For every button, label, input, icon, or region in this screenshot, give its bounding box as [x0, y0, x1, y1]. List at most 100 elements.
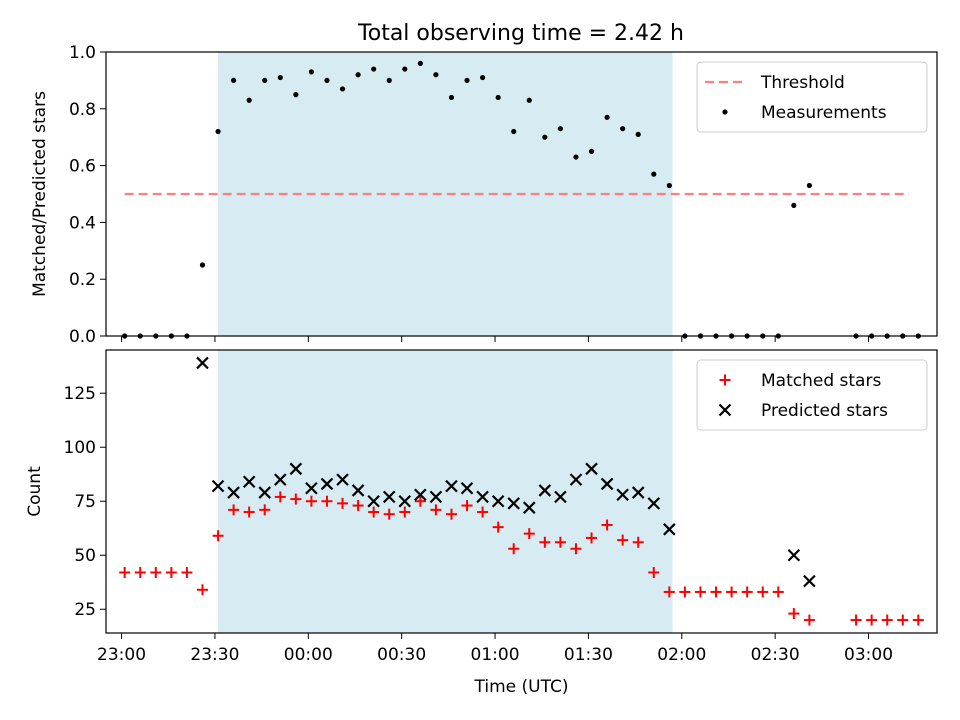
predicted-star-marker	[507, 497, 520, 510]
matched-star-marker	[694, 586, 706, 598]
matched-star-marker	[165, 567, 177, 579]
measurement-point	[526, 97, 532, 103]
matched-star-marker	[601, 519, 613, 531]
measurement-point	[339, 86, 346, 92]
marker-stroke	[305, 481, 318, 495]
matched-star-marker	[368, 506, 380, 518]
figure-title: Total observing time = 2.42 h	[357, 21, 684, 46]
matched-star-marker	[305, 495, 317, 507]
marker-stroke	[258, 486, 272, 499]
y-tick-label: 0.6	[69, 157, 96, 177]
matched-star-marker	[399, 506, 411, 518]
matched-star-marker	[337, 497, 349, 509]
matched-star-marker	[212, 530, 224, 542]
marker-stroke	[211, 479, 225, 493]
measurement-point	[308, 69, 315, 75]
marker-stroke	[445, 479, 458, 493]
predicted-star-marker	[414, 488, 427, 502]
axes-frame	[105, 51, 938, 337]
measurement-point	[511, 128, 517, 135]
legend-label: Matched stars	[761, 371, 881, 391]
matched-star-marker	[741, 586, 753, 598]
measurement-point	[246, 97, 252, 103]
measurement-point	[760, 333, 766, 339]
marker-stroke	[491, 494, 505, 508]
measurement-point	[153, 333, 159, 339]
measurement-point	[262, 77, 268, 83]
marker-stroke	[616, 488, 629, 502]
matched-star-marker	[897, 614, 909, 626]
measurement-point	[184, 333, 190, 339]
matched-star-marker	[445, 508, 457, 520]
measurement-point	[869, 333, 875, 339]
matched-star-marker	[617, 534, 629, 546]
matched-star-marker	[539, 536, 551, 548]
matched-star-marker	[119, 567, 131, 579]
measurement-point	[324, 77, 330, 83]
marker-stroke	[647, 497, 661, 510]
matched-star-marker	[259, 504, 271, 516]
marker-stroke	[227, 486, 240, 499]
measurement-point	[231, 77, 237, 83]
y-axis-label: Count	[25, 466, 45, 517]
matched-star-marker	[461, 500, 473, 512]
predicted-star-marker	[538, 484, 552, 497]
matched-star-marker	[912, 614, 924, 626]
measurement-point	[293, 92, 299, 98]
predicted-star-marker	[476, 490, 489, 504]
measurement-point	[884, 333, 890, 339]
matched-star-marker	[679, 586, 691, 598]
predicted-star-marker	[616, 488, 629, 502]
measurement-point	[620, 126, 626, 132]
marker-stroke	[242, 475, 256, 489]
legend: Threshold Measurements	[696, 61, 928, 133]
measurement-point	[915, 333, 921, 339]
predicted-star-marker	[803, 574, 816, 588]
matched-star-marker	[134, 567, 146, 579]
axes-frame	[105, 349, 938, 634]
measurement-point	[666, 182, 672, 189]
legend-label: Measurements	[761, 103, 887, 123]
predicted-star-marker	[351, 484, 365, 497]
matched-star-marker	[648, 567, 660, 579]
y-tick-label: 125	[64, 384, 96, 404]
predicted-star-marker	[787, 548, 801, 562]
predicted-star-marker	[227, 486, 240, 499]
x-tick-label: 03:00	[844, 645, 893, 665]
measurement-point	[682, 333, 688, 339]
measurement-point	[495, 94, 501, 101]
marker-stroke	[803, 574, 816, 588]
observing-window-band	[218, 350, 673, 633]
predicted-star-marker	[554, 490, 567, 504]
matched-star-marker	[726, 586, 738, 598]
predicted-star-marker	[523, 501, 536, 514]
matched-star-marker	[850, 614, 862, 626]
measurement-point	[557, 126, 564, 132]
marker-stroke	[600, 477, 614, 491]
matched-star-marker	[196, 584, 208, 596]
top-panel-ratio: 0.0 0.2 0.4 0.6 0.8 1.0 Matched/Predicted star…	[30, 43, 938, 347]
matched-star-marker	[321, 495, 333, 507]
marker-stroke	[631, 486, 645, 499]
marker-stroke	[554, 490, 567, 504]
y-axis-label: Matched/Predicted stars	[30, 91, 50, 297]
measurement-point	[604, 114, 610, 120]
measurement-point	[479, 74, 486, 81]
measurement-point	[137, 333, 143, 339]
measurement-point	[900, 333, 906, 339]
legend-box	[696, 61, 928, 133]
predicted-star-marker	[569, 473, 583, 486]
measurement-point	[542, 134, 548, 140]
measurement-point	[277, 74, 283, 81]
matched-star-marker	[757, 586, 769, 598]
measurement-point	[697, 333, 704, 339]
y-tick-label: 100	[64, 438, 96, 458]
legend-swatch	[718, 403, 732, 417]
matched-star-marker	[181, 567, 193, 579]
predicted-star-marker	[445, 479, 458, 493]
bottom-panel-counts: 25 50 75 100 125 23:00 23:30 00:00 00:30 01:00 01:…	[25, 349, 938, 697]
matched-star-marker	[772, 586, 784, 598]
marker-stroke	[336, 473, 349, 486]
matched-star-marker	[477, 506, 489, 518]
measurement-point	[168, 333, 174, 339]
